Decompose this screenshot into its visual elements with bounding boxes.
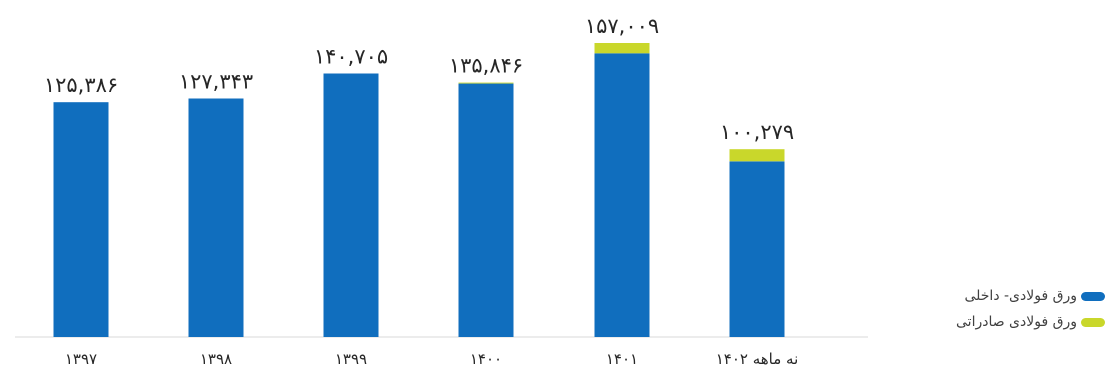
category-label-1: ۱۳۹۸ bbox=[200, 350, 232, 368]
total-label-4: ۱۵۷,۰۰۹ bbox=[585, 14, 659, 38]
category-label-0: ۱۳۹۷ bbox=[65, 350, 97, 368]
total-label-5: ۱۰۰,۲۷۹ bbox=[720, 120, 794, 144]
bar-domestic-3 bbox=[458, 83, 514, 337]
total-label-0: ۱۲۵,۳۸۶ bbox=[44, 73, 118, 97]
bar-export-5 bbox=[729, 149, 785, 162]
bar-domestic-1 bbox=[188, 98, 244, 337]
bar-domestic-2 bbox=[323, 73, 379, 337]
bar-domestic-5 bbox=[729, 161, 785, 337]
bar-domestic-4 bbox=[594, 53, 650, 338]
category-label-5: نه ماهه ۱۴۰۲ bbox=[716, 350, 799, 368]
legend-item-domestic: ورق فولادی- داخلی bbox=[915, 283, 1105, 309]
legend: ورق فولادی- داخلی ورق فولادی صادراتی bbox=[915, 283, 1105, 335]
category-label-4: ۱۴۰۱ bbox=[606, 350, 638, 368]
category-labels-layer: ۱۳۹۷ ۱۳۹۸ ۱۳۹۹ ۱۴۰۰ ۱۴۰۱ نه ماهه ۱۴۰۲ bbox=[65, 350, 798, 368]
legend-swatch-domestic bbox=[1081, 291, 1105, 301]
bars-layer bbox=[53, 43, 785, 338]
total-label-1: ۱۲۷,۳۴۳ bbox=[179, 70, 253, 94]
legend-label-domestic: ورق فولادی- داخلی bbox=[964, 288, 1077, 304]
category-label-3: ۱۴۰۰ bbox=[470, 350, 502, 368]
total-label-2: ۱۴۰,۷۰۵ bbox=[314, 45, 388, 69]
bar-domestic-0 bbox=[53, 102, 109, 337]
bar-export-3 bbox=[458, 82, 514, 84]
total-labels-layer: ۱۲۵,۳۸۶ ۱۲۷,۳۴۳ ۱۴۰,۷۰۵ ۱۳۵,۸۴۶ ۱۵۷,۰۰۹ ۱۰۰,۲… bbox=[44, 14, 794, 144]
legend-swatch-export bbox=[1081, 317, 1105, 327]
legend-item-export: ورق فولادی صادراتی bbox=[915, 309, 1105, 335]
category-label-2: ۱۳۹۹ bbox=[335, 350, 367, 368]
bar-export-4 bbox=[594, 43, 650, 54]
legend-label-export: ورق فولادی صادراتی bbox=[956, 314, 1077, 330]
total-label-3: ۱۳۵,۸۴۶ bbox=[449, 54, 523, 78]
